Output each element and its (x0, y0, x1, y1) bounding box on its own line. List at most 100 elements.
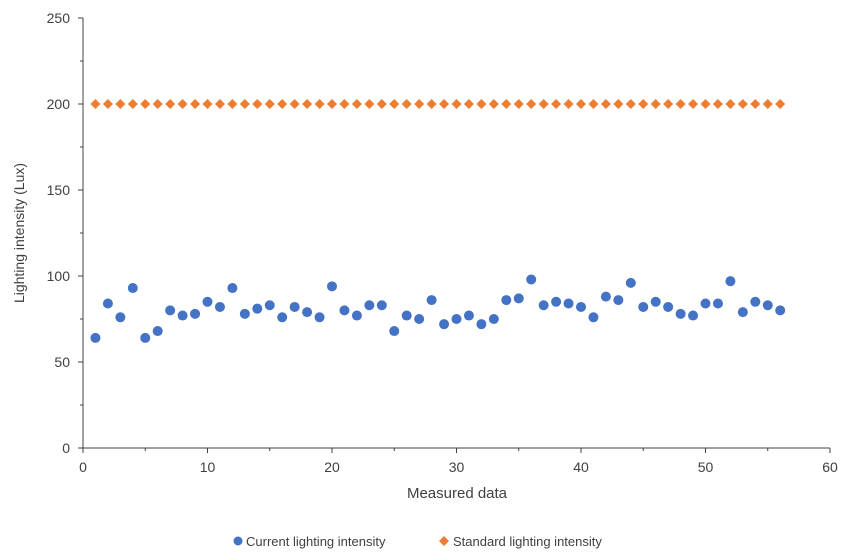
data-point-standard (750, 99, 761, 109)
data-point-standard (140, 99, 151, 109)
y-tick-label: 250 (47, 10, 71, 26)
x-tick-label: 30 (449, 459, 465, 475)
data-point-current (202, 296, 213, 307)
y-tick-label: 200 (47, 96, 71, 112)
data-point-current (513, 293, 524, 304)
data-point-standard (177, 99, 188, 109)
y-tick-label: 100 (47, 268, 71, 284)
data-point-current (576, 301, 586, 312)
data-point-current (700, 298, 711, 309)
data-point-standard (513, 99, 524, 109)
data-point-current (165, 305, 176, 316)
data-point-current (327, 281, 337, 292)
data-point-current (239, 308, 250, 319)
data-point-current (127, 283, 138, 294)
data-point-standard (650, 99, 661, 109)
series-standard (90, 99, 786, 109)
data-point-current (152, 326, 163, 337)
data-point-current (214, 301, 225, 312)
series-current (90, 274, 786, 343)
data-point-standard (538, 99, 549, 109)
data-point-current (588, 312, 599, 323)
data-point-standard (775, 99, 786, 109)
data-point-standard (426, 99, 437, 109)
data-point-standard (190, 99, 201, 109)
data-point-current (389, 326, 400, 337)
data-point-current (625, 277, 636, 288)
x-axis-title: Measured data (407, 485, 508, 502)
legend-label-standard: Standard lighting intensity (453, 534, 602, 549)
data-point-standard (588, 99, 599, 109)
legend-item-standard: Standard lighting intensity (439, 534, 602, 549)
y-axis-title: Lighting intensity (Lux) (11, 163, 27, 303)
data-point-current (563, 298, 574, 309)
data-point-standard (563, 99, 574, 109)
data-point-standard (688, 99, 699, 109)
x-tick-label: 20 (324, 459, 340, 475)
data-point-current (289, 301, 300, 312)
data-point-standard (401, 99, 412, 109)
data-point-current (252, 303, 263, 314)
legend-label-current: Current lighting intensity (246, 534, 386, 549)
data-point-standard (90, 99, 101, 109)
data-point-standard (700, 99, 711, 109)
data-point-standard (264, 99, 275, 109)
data-point-standard (625, 99, 636, 109)
data-point-current (712, 298, 723, 309)
data-point-current (476, 319, 487, 330)
data-point-standard (252, 99, 263, 109)
data-point-current (750, 296, 761, 307)
data-point-standard (463, 99, 474, 109)
data-point-standard (289, 99, 300, 109)
data-point-current (501, 295, 512, 306)
data-point-standard (339, 99, 350, 109)
x-tick-label: 50 (698, 459, 714, 475)
series-layer (90, 99, 786, 343)
data-point-current (638, 301, 649, 312)
legend: Current lighting intensity Standard ligh… (233, 534, 602, 549)
data-point-current (190, 308, 201, 319)
data-point-standard (239, 99, 250, 109)
legend-marker-standard (439, 536, 449, 546)
data-point-standard (227, 99, 238, 109)
data-point-standard (600, 99, 611, 109)
data-point-current (551, 296, 562, 307)
x-tick-label: 40 (573, 459, 589, 475)
data-point-standard (364, 99, 375, 109)
data-point-current (277, 312, 288, 323)
data-point-standard (488, 99, 499, 109)
data-point-current (302, 307, 313, 318)
data-point-standard (576, 99, 586, 109)
data-point-standard (165, 99, 176, 109)
data-point-current (414, 314, 425, 324)
legend-marker-current (233, 536, 243, 546)
data-point-standard (277, 99, 288, 109)
legend-item-current: Current lighting intensity (233, 534, 386, 549)
data-point-standard (414, 99, 425, 109)
data-point-current (314, 312, 325, 323)
data-point-standard (152, 99, 163, 109)
x-tick-label: 60 (822, 459, 838, 475)
data-point-standard (376, 99, 387, 109)
data-point-standard (102, 99, 113, 109)
data-point-standard (351, 99, 362, 109)
data-point-current (364, 300, 375, 311)
data-point-current (102, 298, 113, 309)
data-point-standard (327, 99, 337, 109)
data-point-current (264, 300, 275, 311)
data-point-standard (551, 99, 562, 109)
data-point-standard (762, 99, 773, 109)
data-point-current (227, 283, 238, 294)
data-point-standard (214, 99, 225, 109)
data-point-standard (501, 99, 512, 109)
data-point-current (351, 310, 362, 321)
data-point-standard (638, 99, 649, 109)
data-point-current (90, 332, 101, 343)
data-point-standard (451, 99, 462, 109)
data-point-current (526, 274, 537, 285)
data-point-current (488, 314, 499, 324)
axes: 0 50 100 150 200 250 0 10 20 30 40 50 60 (47, 10, 838, 475)
x-tick-label: 10 (200, 459, 216, 475)
